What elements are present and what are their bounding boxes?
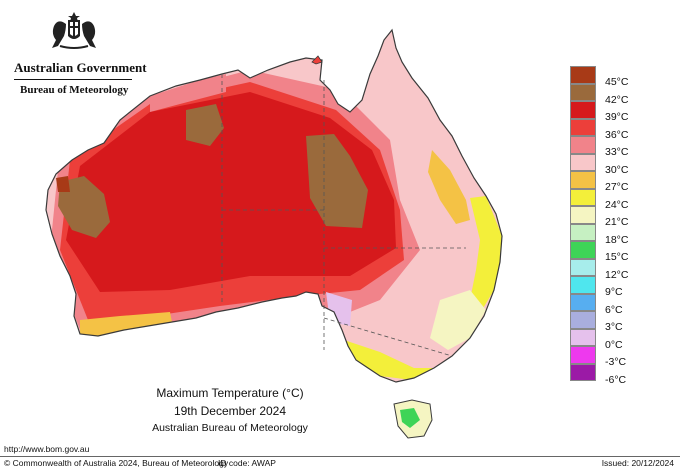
legend-label: 12°C	[605, 268, 629, 281]
legend-swatch	[570, 171, 596, 189]
legend-item: 42°C	[568, 83, 648, 106]
legend-item: 36°C	[568, 118, 648, 141]
legend-label: 3°C	[605, 321, 623, 333]
footer-divider	[0, 456, 680, 457]
legend-swatch	[570, 258, 596, 276]
tasmania-15c-zone	[400, 408, 420, 428]
bureau-name: Bureau of Meteorology	[20, 84, 129, 96]
legend-label: 30°C	[605, 163, 629, 176]
legend-label: 36°C	[605, 128, 629, 141]
legend-label: 45°C	[605, 76, 629, 88]
map-source: Australian Bureau of Meteorology	[152, 422, 308, 434]
coat-of-arms-icon	[52, 12, 96, 49]
zone-24c-south	[344, 340, 434, 380]
copyright-text: © Commonwealth of Australia 2024, Bureau…	[4, 458, 229, 468]
legend-swatch	[570, 346, 596, 364]
legend-item: 21°C	[568, 206, 648, 228]
legend-swatch	[570, 363, 596, 381]
legend-label: 24°C	[605, 198, 629, 211]
tasmania	[393, 399, 433, 439]
map-title: Maximum Temperature (°C)	[156, 386, 304, 400]
legend-label: 0°C	[605, 338, 623, 351]
legend-item: 0°C	[568, 328, 648, 351]
legend-item: -6°C	[568, 363, 648, 386]
legend-label: 21°C	[605, 216, 629, 228]
legend-swatch	[570, 241, 596, 259]
id-code: ID code: AWAP	[218, 458, 276, 468]
legend-swatch	[570, 153, 596, 171]
legend-item: 9°C	[568, 276, 648, 298]
issued-date: Issued: 20/12/2024	[601, 458, 674, 468]
legend-swatch	[570, 136, 596, 154]
legend-swatch	[570, 101, 596, 119]
legend-swatch	[570, 83, 596, 101]
legend-swatch	[570, 276, 596, 294]
legend-swatch	[570, 328, 596, 346]
government-name: Australian Government	[14, 60, 147, 75]
legend-swatch	[570, 188, 596, 206]
legend-swatch	[570, 206, 596, 224]
legend-item: 39°C	[568, 101, 648, 123]
zone-30c-east	[380, 48, 476, 210]
legend-label: 27°C	[605, 181, 629, 193]
legend-label: 15°C	[605, 251, 629, 263]
legend-label: -3°C	[605, 356, 627, 368]
legend-item: 27°C	[568, 171, 648, 193]
legend-item: 24°C	[568, 188, 648, 211]
zone-42c-north	[186, 104, 224, 146]
legend-item: 30°C	[568, 153, 648, 176]
zone-42c-east	[306, 134, 368, 228]
legend-label: 39°C	[605, 111, 629, 123]
zone-27c-southwest	[80, 312, 172, 336]
melville-island	[311, 55, 323, 65]
legend-swatch	[570, 66, 596, 84]
temperature-legend: 45°C 42°C 39°C 36°C 33°C 30°C 27°C 24°C 21°C 18°C…	[568, 66, 648, 386]
bom-logo: Australian Government Bureau of Meteorol…	[8, 12, 147, 96]
zone-21c-southeast	[430, 290, 486, 350]
map-date: 19th December 2024	[173, 404, 287, 418]
legend-label: 6°C	[605, 303, 623, 316]
legend-label: -6°C	[605, 373, 627, 386]
legend-label: 9°C	[605, 286, 623, 298]
map-caption: Maximum Temperature (°C) 19th December 2…	[130, 386, 330, 434]
legend-item: 15°C	[568, 241, 648, 263]
legend-item: -3°C	[568, 346, 648, 368]
legend-item: 45°C	[568, 66, 648, 88]
legend-item: 3°C	[568, 311, 648, 333]
legend-swatch	[570, 223, 596, 241]
logo-divider	[14, 79, 132, 80]
legend-swatch	[570, 118, 596, 136]
legend-label: 33°C	[605, 146, 629, 158]
legend-item: 18°C	[568, 223, 648, 246]
border-nsw-vic	[323, 317, 453, 357]
bom-url-link[interactable]: http://www.bom.gov.au	[4, 444, 90, 454]
zone-27c-coast	[428, 150, 470, 224]
australia-coastline	[45, 28, 503, 383]
zone-33c-north	[150, 74, 226, 112]
legend-swatch	[570, 311, 596, 329]
legend-label: 42°C	[605, 93, 629, 106]
state-borders	[221, 74, 466, 357]
zone-24c-coast	[470, 196, 502, 310]
legend-swatch	[570, 293, 596, 311]
legend-item: 12°C	[568, 258, 648, 281]
legend-item: 33°C	[568, 136, 648, 158]
zone-42c-west	[58, 176, 110, 238]
zone-45c	[56, 176, 70, 192]
legend-item: 6°C	[568, 293, 648, 316]
legend-label: 18°C	[605, 233, 629, 246]
